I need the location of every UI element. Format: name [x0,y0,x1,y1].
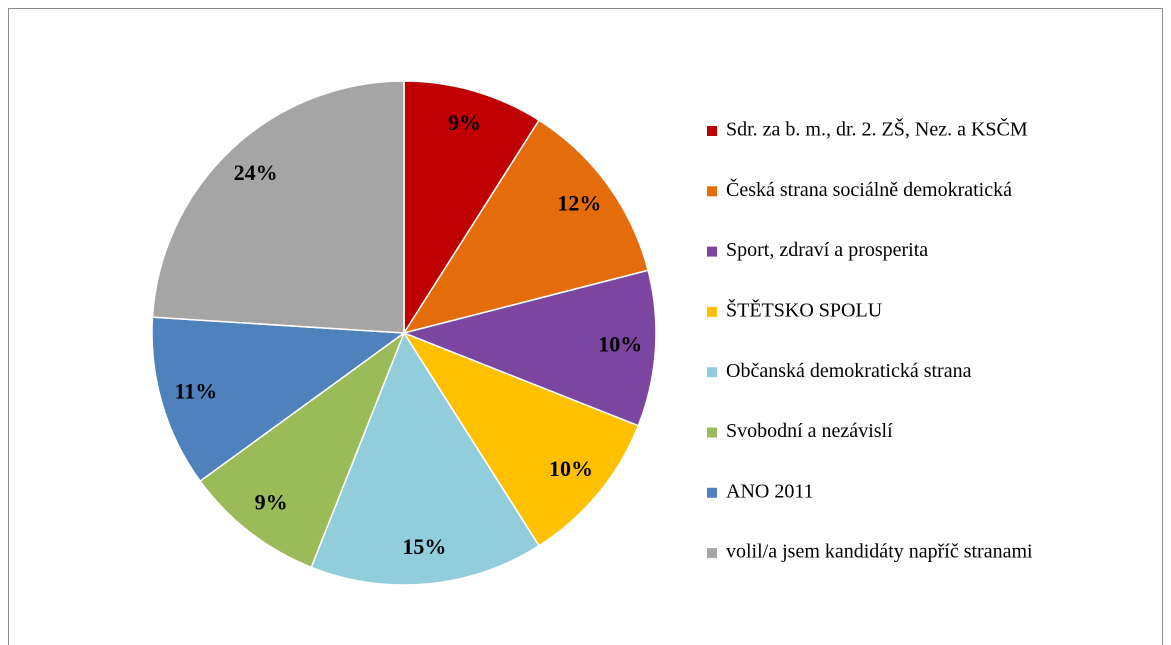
data-label: 11% [174,379,217,404]
data-label: 9% [255,489,288,514]
legend-label: ŠTĚTSKO SPOLU [726,297,883,321]
legend-label: ANO 2011 [726,480,814,502]
data-label: 12% [557,191,601,216]
legend-marker [707,367,717,378]
pie-slice [403,80,541,336]
legend-label: Občanská demokratická strana [726,360,972,382]
data-label: 9% [448,110,481,135]
data-label: 24% [234,160,278,185]
pie-slice [310,331,541,586]
legend-marker [707,186,717,197]
legend-label: Sdr. za b. m., dr. 2. ZŠ, Nez. a KSČM [726,117,1028,141]
legend-label: Česká strana sociálně demokratická [726,177,1012,201]
pie-slice [402,331,640,547]
data-label: 15% [402,534,446,559]
pie-slice [401,269,657,427]
legend-marker [707,246,717,257]
data-label: 10% [549,456,593,481]
legend-marker [707,487,717,498]
legend-marker [707,306,717,317]
legend-marker [707,548,717,559]
pie-slice [151,316,407,483]
legend-label: Svobodní a nezávislí [726,420,893,442]
pie-slice [151,80,405,334]
chart-frame [8,8,1163,645]
legend-marker [707,126,717,136]
legend-marker [707,427,717,438]
data-label: 10% [598,332,642,357]
legend-label: Sport, zdraví a prosperita [726,239,928,261]
legend-label: volil/a jsem kandidáty napříč stranami [726,541,1033,563]
pie-slice [199,330,406,569]
pie-slice [402,119,649,335]
